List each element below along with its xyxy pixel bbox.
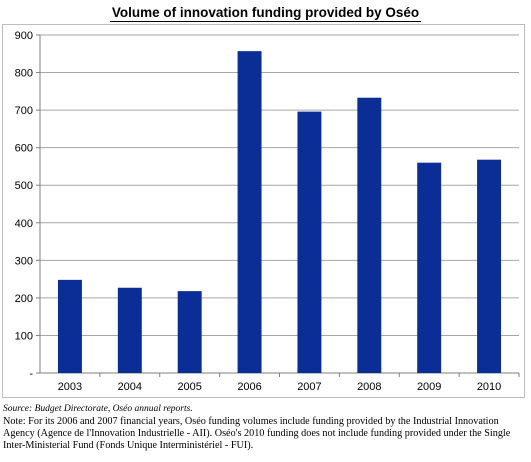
x-tick-label: 2005 <box>177 381 201 393</box>
x-tick-label: 2010 <box>477 381 501 393</box>
x-tick-label: 2003 <box>58 381 82 393</box>
y-tick-label: 700 <box>15 105 33 117</box>
y-tick-label: 300 <box>15 255 33 267</box>
y-tick-label: 200 <box>15 293 33 305</box>
bar-2004 <box>117 287 142 373</box>
x-tick-label: 2006 <box>237 381 261 393</box>
source-note: Source: Budget Directorate, Oséo annual … <box>3 404 193 414</box>
bar-2009 <box>417 162 442 373</box>
chart-frame: - 100 200 300 400 500 600 700 800 900 2003 2004 2005… <box>2 24 525 398</box>
x-tick-label: 2004 <box>118 381 142 393</box>
chart-title: Volume of innovation funding provided by… <box>109 5 422 22</box>
y-tick-label: 500 <box>15 180 33 192</box>
y-tick-label: - <box>29 368 33 380</box>
y-tick-label: 100 <box>15 330 33 342</box>
bar-2003 <box>57 279 82 373</box>
x-tick-label: 2009 <box>417 381 441 393</box>
bar-chart: - 100 200 300 400 500 600 700 800 900 2003 2004 2005… <box>15 30 520 393</box>
y-tick-label: 400 <box>15 218 33 230</box>
y-tick-label: 600 <box>15 143 33 155</box>
bar-2005 <box>177 291 202 373</box>
x-tick-label: 2008 <box>357 381 381 393</box>
bar-2010 <box>477 159 502 373</box>
x-tick-label: 2007 <box>297 381 321 393</box>
y-tick-label: 800 <box>15 68 33 80</box>
y-tick-label: 900 <box>15 30 33 42</box>
bar-2008 <box>357 97 382 374</box>
bar-2007 <box>297 111 322 373</box>
footnote: Note: For its 2006 and 2007 financial ye… <box>3 416 511 451</box>
bar-2006 <box>237 51 262 373</box>
